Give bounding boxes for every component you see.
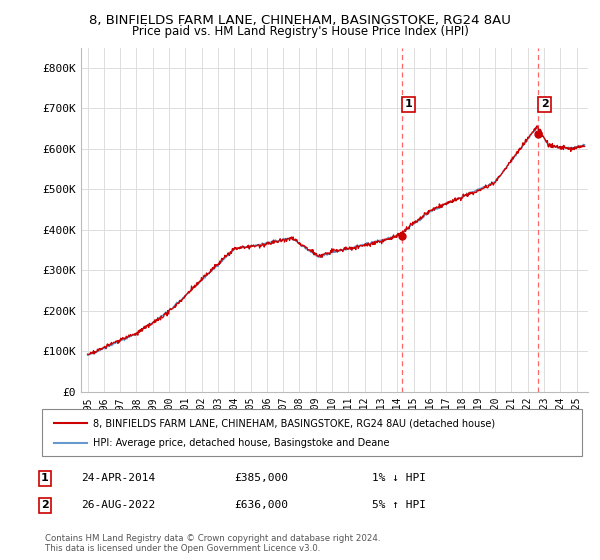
Text: 1: 1 <box>41 473 49 483</box>
Text: 24-APR-2014: 24-APR-2014 <box>81 473 155 483</box>
Text: Contains HM Land Registry data © Crown copyright and database right 2024.
This d: Contains HM Land Registry data © Crown c… <box>45 534 380 553</box>
Text: HPI: Average price, detached house, Basingstoke and Deane: HPI: Average price, detached house, Basi… <box>93 438 389 448</box>
Text: 26-AUG-2022: 26-AUG-2022 <box>81 500 155 510</box>
Text: 8, BINFIELDS FARM LANE, CHINEHAM, BASINGSTOKE, RG24 8AU: 8, BINFIELDS FARM LANE, CHINEHAM, BASING… <box>89 14 511 27</box>
Text: Price paid vs. HM Land Registry's House Price Index (HPI): Price paid vs. HM Land Registry's House … <box>131 25 469 38</box>
Text: £636,000: £636,000 <box>234 500 288 510</box>
Text: 5% ↑ HPI: 5% ↑ HPI <box>372 500 426 510</box>
Text: 8, BINFIELDS FARM LANE, CHINEHAM, BASINGSTOKE, RG24 8AU (detached house): 8, BINFIELDS FARM LANE, CHINEHAM, BASING… <box>93 418 495 428</box>
Text: 2: 2 <box>41 500 49 510</box>
Text: £385,000: £385,000 <box>234 473 288 483</box>
Text: 1: 1 <box>405 99 413 109</box>
Text: 1% ↓ HPI: 1% ↓ HPI <box>372 473 426 483</box>
Text: 2: 2 <box>541 99 548 109</box>
